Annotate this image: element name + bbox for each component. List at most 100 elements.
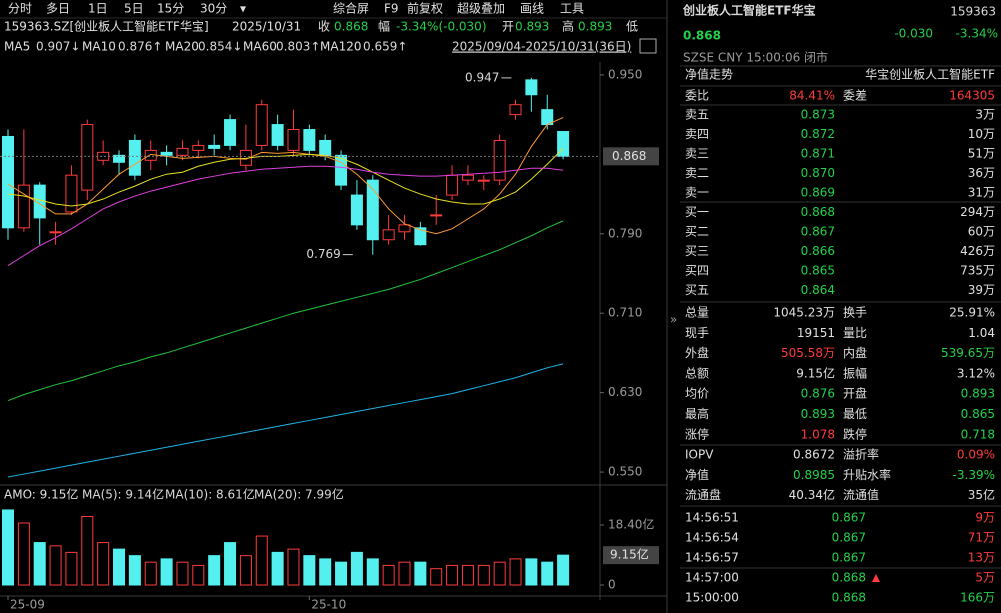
quote-info: 幅 — [378, 19, 390, 34]
volume-bar — [144, 561, 157, 586]
stat-label: 最低 — [843, 407, 867, 421]
order-price: 0.867 — [801, 225, 835, 239]
stat-value: 1.04 — [968, 326, 995, 340]
order-volume: 735万 — [960, 264, 995, 278]
candle-body — [271, 124, 284, 146]
tool-button[interactable]: 综合屏 — [333, 1, 369, 16]
stat-value: 3.12% — [957, 366, 995, 380]
tool-button[interactable]: 工具 — [560, 2, 584, 16]
y-tick-label: 0.710 — [608, 306, 642, 320]
date-range[interactable]: 2025/09/04-2025/10/31(36日) — [452, 40, 631, 54]
x-tick-label: 25-10 — [311, 598, 346, 612]
order-volume: 51万 — [968, 147, 995, 161]
volume-bar — [97, 542, 110, 586]
y-tick-label: 0.550 — [608, 465, 642, 479]
price-change: -0.030 — [894, 27, 933, 41]
candle-body — [192, 144, 205, 151]
order-ratio: 164305 — [949, 89, 995, 103]
ma-line — [7, 220, 564, 402]
stat-value: 0.876 — [801, 387, 835, 401]
trade-price: 0.868 — [832, 571, 866, 585]
order-level: 买二 — [685, 225, 709, 239]
trade-price: 0.867 — [832, 511, 866, 525]
stat-label: 涨停 — [685, 426, 709, 441]
candle-body — [176, 147, 189, 156]
order-price: 0.864 — [801, 283, 835, 297]
candle-body — [113, 154, 126, 163]
stat-label: 总额 — [685, 366, 709, 380]
volume-bar — [350, 551, 363, 586]
candle-body — [319, 139, 332, 156]
stat-label: 跌停 — [843, 426, 867, 441]
quote-info: 2025/10/31 — [232, 20, 301, 34]
tool-button[interactable]: F9 — [384, 2, 399, 16]
volume-bar — [493, 561, 506, 586]
trade-volume: 5万 — [975, 571, 995, 585]
candle-body — [335, 154, 348, 186]
tab[interactable]: 分时 — [8, 2, 32, 16]
volume-bar — [192, 564, 205, 586]
order-volume: 294万 — [960, 205, 995, 219]
last-volume-tag — [603, 546, 659, 565]
candle-body — [430, 214, 443, 217]
volume-bar — [33, 542, 46, 586]
tab[interactable]: 多日 — [46, 2, 70, 16]
tool-button[interactable]: 前复权 — [407, 1, 443, 16]
volume-bar — [271, 551, 284, 586]
trade-volume: 13万 — [968, 551, 995, 565]
fund-name: 华宝创业板人工智能ETF — [865, 67, 995, 82]
stat-label: 外盘 — [685, 345, 709, 360]
volume-bar — [335, 561, 348, 586]
order-ratio: 委比 — [685, 89, 709, 103]
icon[interactable] — [639, 38, 657, 54]
stat-label: 振幅 — [843, 365, 867, 380]
annotation: 0.769 — [306, 247, 340, 261]
volume-bar — [128, 555, 141, 586]
quote-info: 159363.SZ[创业板人工智能ETF华宝] — [4, 19, 209, 34]
order-level: 卖五 — [685, 108, 709, 122]
collapse-button[interactable]: » — [670, 313, 677, 327]
order-volume: 60万 — [968, 225, 995, 239]
stat-label: 流通值 — [843, 487, 879, 502]
candle-body — [398, 224, 411, 233]
tool-button[interactable]: 画线 — [520, 2, 544, 16]
stat-value: 0.718 — [961, 427, 995, 441]
trade-time: 15:00:00 — [685, 591, 739, 605]
stat-label: IOPV — [685, 448, 714, 462]
volume-bar — [398, 561, 411, 586]
trade-time: 14:57:00 — [685, 571, 739, 585]
legend-value: 0.854↓ — [198, 40, 242, 54]
stat-value: 1045.23万 — [773, 306, 835, 320]
quote-info: 高 — [562, 19, 574, 34]
trade-time: 14:56:51 — [685, 511, 739, 525]
tab[interactable]: 15分 — [157, 2, 184, 16]
order-volume: 39万 — [968, 283, 995, 297]
candle-body — [128, 139, 141, 176]
order-price: 0.872 — [801, 127, 835, 141]
stat-value: -3.39% — [953, 468, 995, 482]
trade-time: 14:56:54 — [685, 531, 739, 545]
stat-value: 9.15亿 — [796, 365, 835, 380]
order-level: 买三 — [685, 244, 709, 258]
market-status: SZSE CNY 15:00:06 闭市 — [683, 50, 828, 65]
legend-label: MA60 — [243, 40, 277, 54]
volume-bar — [65, 551, 78, 586]
nav-link[interactable]: 净值走势 — [685, 67, 733, 82]
tab[interactable]: ▾ — [240, 2, 246, 16]
ma-line — [7, 117, 564, 235]
tab[interactable]: 1日 — [88, 2, 108, 16]
y-tick-label: 18.40亿 — [608, 516, 654, 531]
stat-label: 现手 — [685, 326, 709, 340]
tab[interactable]: 5日 — [124, 2, 144, 16]
stat-label: 量比 — [843, 326, 867, 340]
order-ratio: 委差 — [843, 89, 867, 103]
order-price: 0.871 — [801, 147, 835, 161]
tool-button[interactable]: 超级叠加 — [457, 1, 505, 16]
order-price: 0.865 — [801, 264, 835, 278]
tab[interactable]: 30分 — [200, 2, 227, 16]
order-volume: 426万 — [960, 244, 995, 258]
candle-body — [255, 104, 268, 146]
last-price-label: 0.868 — [612, 149, 646, 163]
volume-bar — [509, 558, 522, 586]
ma-line — [7, 165, 564, 266]
